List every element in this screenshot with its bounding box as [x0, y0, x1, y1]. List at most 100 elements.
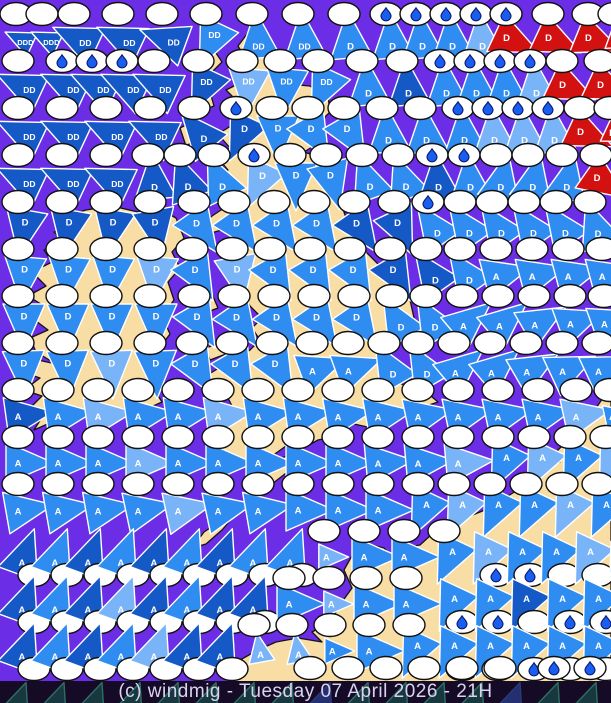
cloud-symbol [392, 612, 426, 638]
wind-arrow-label: D [449, 41, 456, 52]
wind-arrow-label: D [20, 358, 27, 369]
wind-arrow [100, 73, 154, 115]
cloud-symbol [509, 471, 543, 497]
cloud-symbol [241, 377, 275, 403]
cloud-symbol [443, 189, 477, 215]
wind-arrow [128, 120, 182, 162]
cloud-symbol [373, 236, 407, 262]
wind-arrow-label: D [498, 228, 505, 239]
wind-arrow-label: A [15, 506, 22, 517]
wind-arrow-label: A [255, 412, 262, 423]
wind-arrow-label: A [175, 458, 182, 469]
cloud-symbol [275, 612, 309, 638]
cloud-symbol [509, 330, 543, 356]
cloud-symbol [385, 48, 419, 74]
wind-arrow-label: D [232, 359, 239, 370]
cloud-symbol [583, 48, 611, 74]
cloud-symbol [473, 330, 507, 356]
wind-arrow-label: D [327, 171, 334, 182]
rain-drop-icon [456, 614, 468, 630]
wind-arrow-label: A [485, 547, 492, 558]
wind-arrow-label: A [488, 368, 495, 379]
wind-arrow-label: A [117, 652, 124, 663]
cloud-symbol [45, 236, 79, 262]
cloud-symbol [365, 95, 399, 121]
wind-arrow-label: D [423, 135, 430, 146]
cloud-symbol [281, 471, 315, 497]
wind-arrow-label: D [21, 264, 28, 275]
wind-arrow-label: A [135, 458, 142, 469]
wind-arrow-label: DD [298, 41, 310, 51]
wind-arrow [161, 492, 215, 535]
rain-drop-icon [56, 53, 68, 69]
cloud-symbol [297, 283, 331, 309]
wind-arrow-label: A [603, 500, 610, 511]
cloud-symbol [1, 330, 35, 356]
cloud-symbol [181, 48, 215, 74]
cloud-symbol [81, 424, 115, 450]
wind-arrow-label: A [415, 459, 422, 470]
wind-arrow [537, 681, 560, 703]
cloud-symbol [545, 471, 579, 497]
wind-arrow [347, 681, 370, 703]
wind-arrow-label: A [249, 558, 256, 569]
wind-arrow-label: D [310, 265, 317, 276]
rain-drop-icon [512, 100, 524, 116]
wind-arrow-label: A [55, 458, 62, 469]
cloud-symbol [481, 424, 515, 450]
wind-arrow-label: D [403, 182, 410, 193]
cloud-symbol [137, 48, 171, 74]
wind-arrow [271, 681, 294, 703]
cloud-symbol [45, 142, 79, 168]
wind-arrow-label: D [533, 88, 540, 99]
wind-arrow-label: A [215, 458, 222, 469]
wind-arrow [601, 404, 611, 432]
cloud-symbol [133, 283, 167, 309]
wind-arrow-label: D [443, 88, 450, 99]
cloud-symbol [313, 612, 347, 638]
wind-arrow-label: A [487, 641, 494, 652]
wind-arrow-label: A [599, 272, 606, 283]
wind-arrow-label: D [466, 275, 473, 286]
wind-arrow-label: D [491, 135, 498, 146]
wind-arrow-label: A [150, 652, 157, 663]
wind-arrow-label: A [55, 412, 62, 423]
wind-arrow-label: A [375, 459, 382, 470]
cloud-symbol [349, 565, 383, 591]
wind-arrow-label: D [585, 33, 592, 44]
cloud-symbol [241, 471, 275, 497]
wind-arrow-label: A [295, 458, 302, 469]
cloud-symbol [201, 424, 235, 450]
wind-arrow [0, 167, 50, 209]
wind-arrow-label: A [295, 505, 302, 516]
wind-arrow-label: A [451, 641, 458, 652]
wind-arrow-label: A [449, 547, 456, 558]
wind-arrow-label: D [152, 218, 159, 229]
cloud-symbol [403, 95, 437, 121]
wind-arrow [233, 681, 256, 703]
wind-arrow [482, 484, 524, 538]
cloud-symbol [409, 283, 443, 309]
wind-arrow [157, 681, 180, 703]
wind-arrow [436, 531, 478, 585]
wind-arrow-label: D [424, 370, 431, 381]
wind-arrow-label: A [175, 507, 182, 518]
wind-arrow [518, 484, 560, 538]
cloud-symbol [273, 142, 307, 168]
cloud-symbol [89, 330, 123, 356]
rain-drop-icon [434, 53, 446, 69]
cloud-symbol [515, 236, 549, 262]
cloud-symbol [585, 236, 611, 262]
rain-drop-icon [524, 567, 536, 583]
cloud-symbol [361, 424, 395, 450]
wind-arrow-label: A [595, 594, 602, 605]
cloud-symbol [401, 377, 435, 403]
wind-arrow-label: DD [155, 132, 167, 142]
wind-arrow-label: A [117, 605, 124, 616]
cloud-symbol [307, 518, 341, 544]
wind-arrow-label: D [419, 41, 426, 52]
wind-arrow-label: D [259, 171, 266, 182]
rain-drop-icon [410, 6, 422, 22]
wind-arrow-label: A [117, 558, 124, 569]
wind-arrow-label: D [241, 124, 248, 135]
